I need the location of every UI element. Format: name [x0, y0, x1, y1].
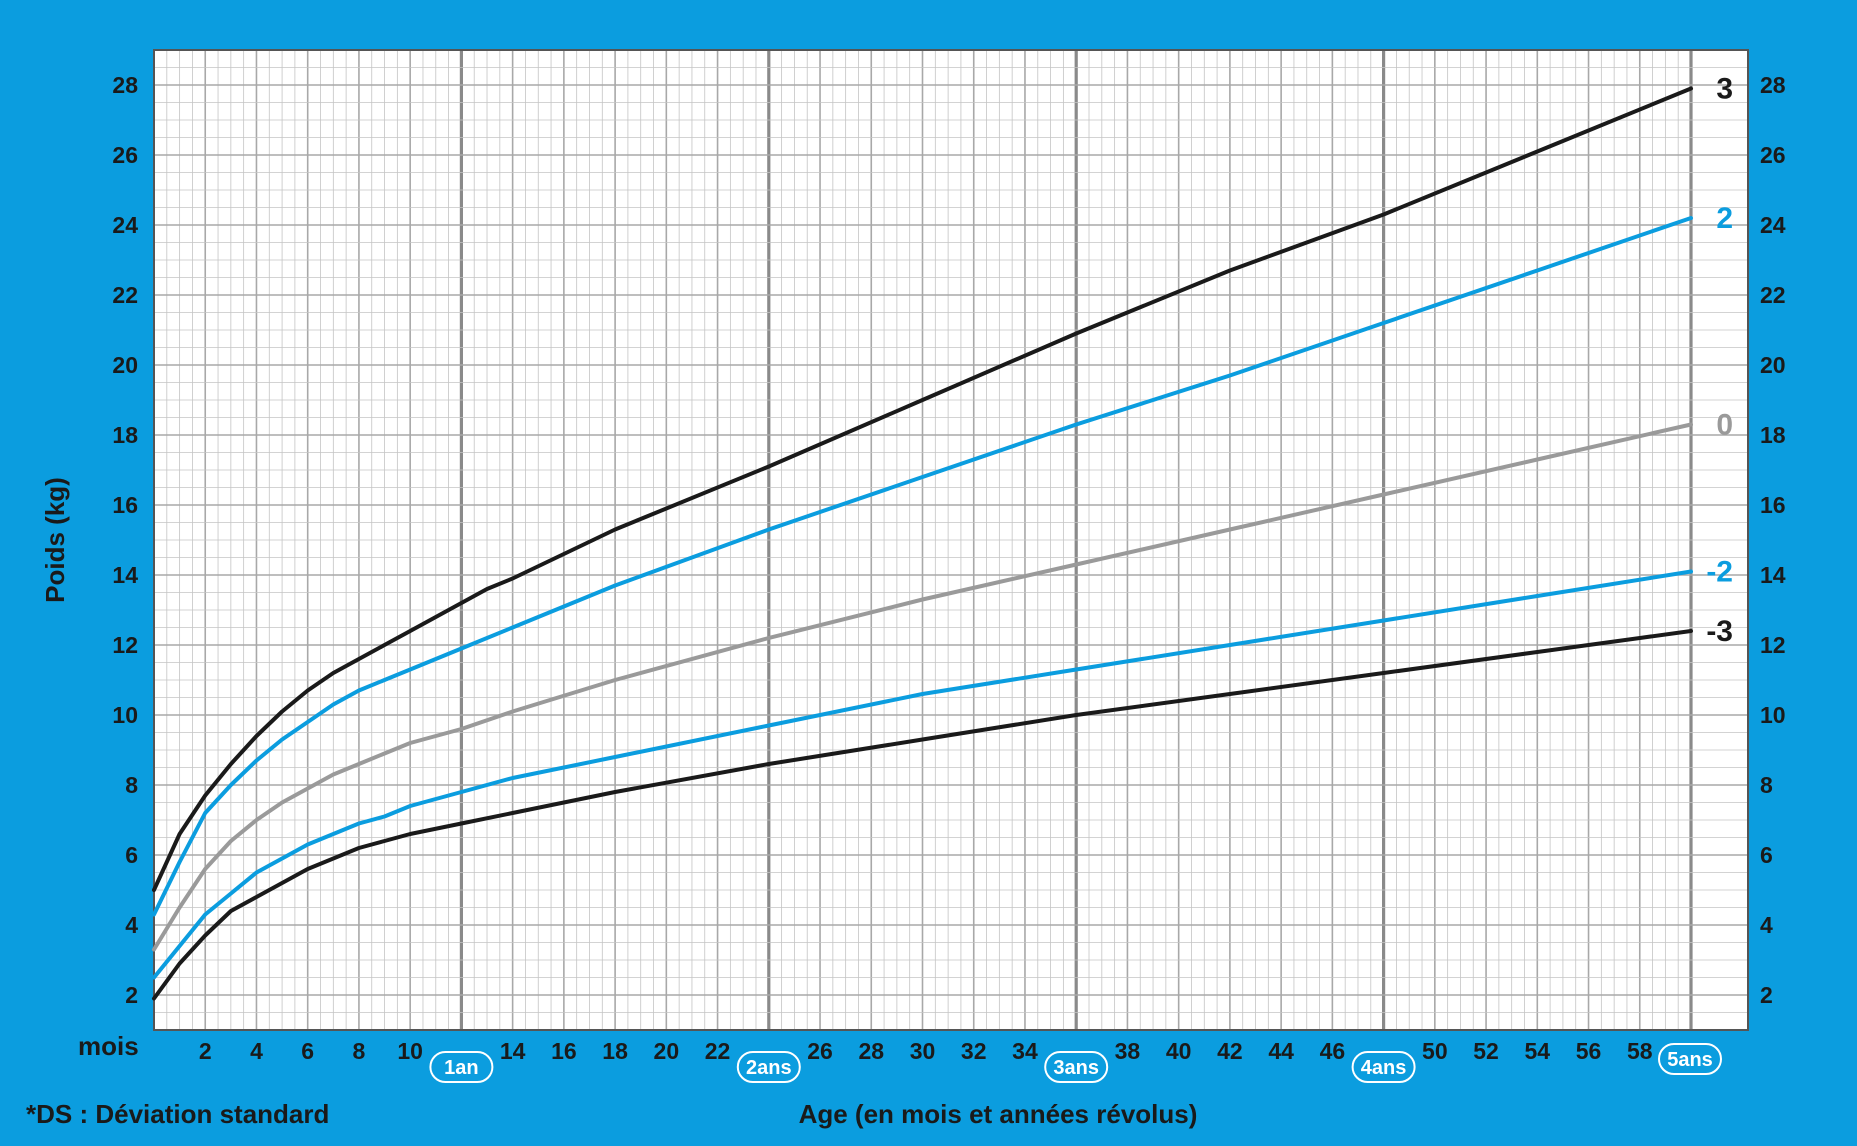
x-tick-label: 6	[301, 1038, 314, 1064]
year-label-1an: 1an	[444, 1057, 478, 1079]
x-tick-label: 52	[1473, 1038, 1499, 1064]
y-tick-label-right: 18	[1760, 422, 1786, 448]
year-labels: 1an 2ans 3ans 4ans 5ans	[429, 1043, 1722, 1083]
x-tick-label: 58	[1627, 1038, 1653, 1064]
x-tick-label: 32	[961, 1038, 987, 1064]
y-tick-label-right: 6	[1760, 842, 1773, 868]
y-tick-label-left: 2	[125, 982, 138, 1008]
x-tick-label: 30	[910, 1038, 936, 1064]
y-tick-label-left: 10	[112, 702, 138, 728]
y-tick-label-right: 10	[1760, 702, 1786, 728]
x-tick-label: 10	[397, 1038, 423, 1064]
x-tick-label: 26	[807, 1038, 833, 1064]
series-line-2	[152, 216, 1693, 917]
x-tick-label: 40	[1166, 1038, 1192, 1064]
year-label-4ans: 4ans	[1361, 1057, 1407, 1079]
y-tick-label-right: 24	[1760, 212, 1786, 238]
x-tick-label: 34	[1012, 1038, 1038, 1064]
y-tick-label-right: 2	[1760, 982, 1773, 1008]
series-label-0: 0	[1716, 409, 1733, 442]
x-tick-label: 14	[500, 1038, 526, 1064]
series-label-2: 2	[1716, 202, 1733, 235]
y-tick-label-left: 6	[125, 842, 138, 868]
y-tick-label-left: 12	[112, 632, 138, 658]
x-tick-label: 16	[551, 1038, 577, 1064]
y-tick-label-left: 28	[112, 72, 138, 98]
y-tick-label-right: 14	[1760, 562, 1786, 588]
grid	[154, 50, 1748, 1030]
series-labels: 3 2 0 -2 -3	[1706, 73, 1733, 649]
x-tick-label: 46	[1320, 1038, 1346, 1064]
y-tick-label-left: 20	[112, 352, 138, 378]
x-tick-label: 18	[602, 1038, 628, 1064]
y-tick-label-right: 26	[1760, 142, 1786, 168]
year-label-5ans: 5ans	[1667, 1049, 1713, 1071]
year-badge	[1044, 1051, 1109, 1083]
series-group	[152, 86, 1693, 1001]
y-tick-label-left: 16	[112, 492, 138, 518]
series-label--3: -3	[1706, 615, 1733, 648]
x-tick-label: 56	[1576, 1038, 1602, 1064]
x-axis-title: Age (en mois et années révolus)	[799, 1099, 1198, 1129]
y-tick-label-left: 22	[112, 282, 138, 308]
series-line-3	[152, 86, 1693, 892]
x-tick-label: 28	[858, 1038, 884, 1064]
y-axis-title: Poids (kg)	[40, 477, 70, 603]
x-tick-label: 22	[705, 1038, 731, 1064]
y-tick-label-left: 18	[112, 422, 138, 448]
plot-border	[153, 49, 1749, 1031]
x-tick-label: 44	[1268, 1038, 1294, 1064]
y-tick-label-right: 4	[1760, 912, 1773, 938]
y-tick-label-right: 16	[1760, 492, 1786, 518]
series-line--3	[152, 629, 1693, 1001]
y-tick-label-left: 4	[125, 912, 138, 938]
y-tick-label-right: 12	[1760, 632, 1786, 658]
year-label-3ans: 3ans	[1053, 1057, 1099, 1079]
x-ticks: 2 4 6 8 10 14 16 18 20 22 26 28 30 32 34 38 40 42 44 46 50 52…	[199, 1038, 1653, 1064]
y-tick-label-right: 20	[1760, 352, 1786, 378]
series-line--2	[152, 569, 1693, 980]
x-tick-label: 8	[353, 1038, 366, 1064]
x-tick-label: 42	[1217, 1038, 1243, 1064]
x-tick-label: 50	[1422, 1038, 1448, 1064]
x-unit-label: mois	[78, 1031, 139, 1061]
year-badge	[1658, 1043, 1722, 1075]
x-tick-label: 4	[250, 1038, 263, 1064]
year-badge	[429, 1051, 494, 1083]
series-label-3: 3	[1716, 73, 1733, 106]
x-tick-label: 54	[1525, 1038, 1551, 1064]
year-badge	[1351, 1051, 1416, 1083]
series-label--2: -2	[1706, 556, 1733, 589]
series-line-0	[152, 422, 1693, 952]
year-label-2ans: 2ans	[746, 1057, 792, 1079]
y-tick-label-left: 14	[112, 562, 138, 588]
year-badge	[736, 1051, 801, 1083]
y-tick-label-right: 28	[1760, 72, 1786, 98]
y-tick-label-left: 8	[125, 772, 138, 798]
y-tick-label-right: 22	[1760, 282, 1786, 308]
x-tick-label: 38	[1115, 1038, 1141, 1064]
y-tick-label-left: 24	[112, 212, 138, 238]
footnote: *DS : Déviation standard	[26, 1099, 329, 1129]
y-tick-label-right: 8	[1760, 772, 1773, 798]
y-tick-label-left: 26	[112, 142, 138, 168]
x-tick-label: 2	[199, 1038, 212, 1064]
x-tick-label: 20	[654, 1038, 680, 1064]
